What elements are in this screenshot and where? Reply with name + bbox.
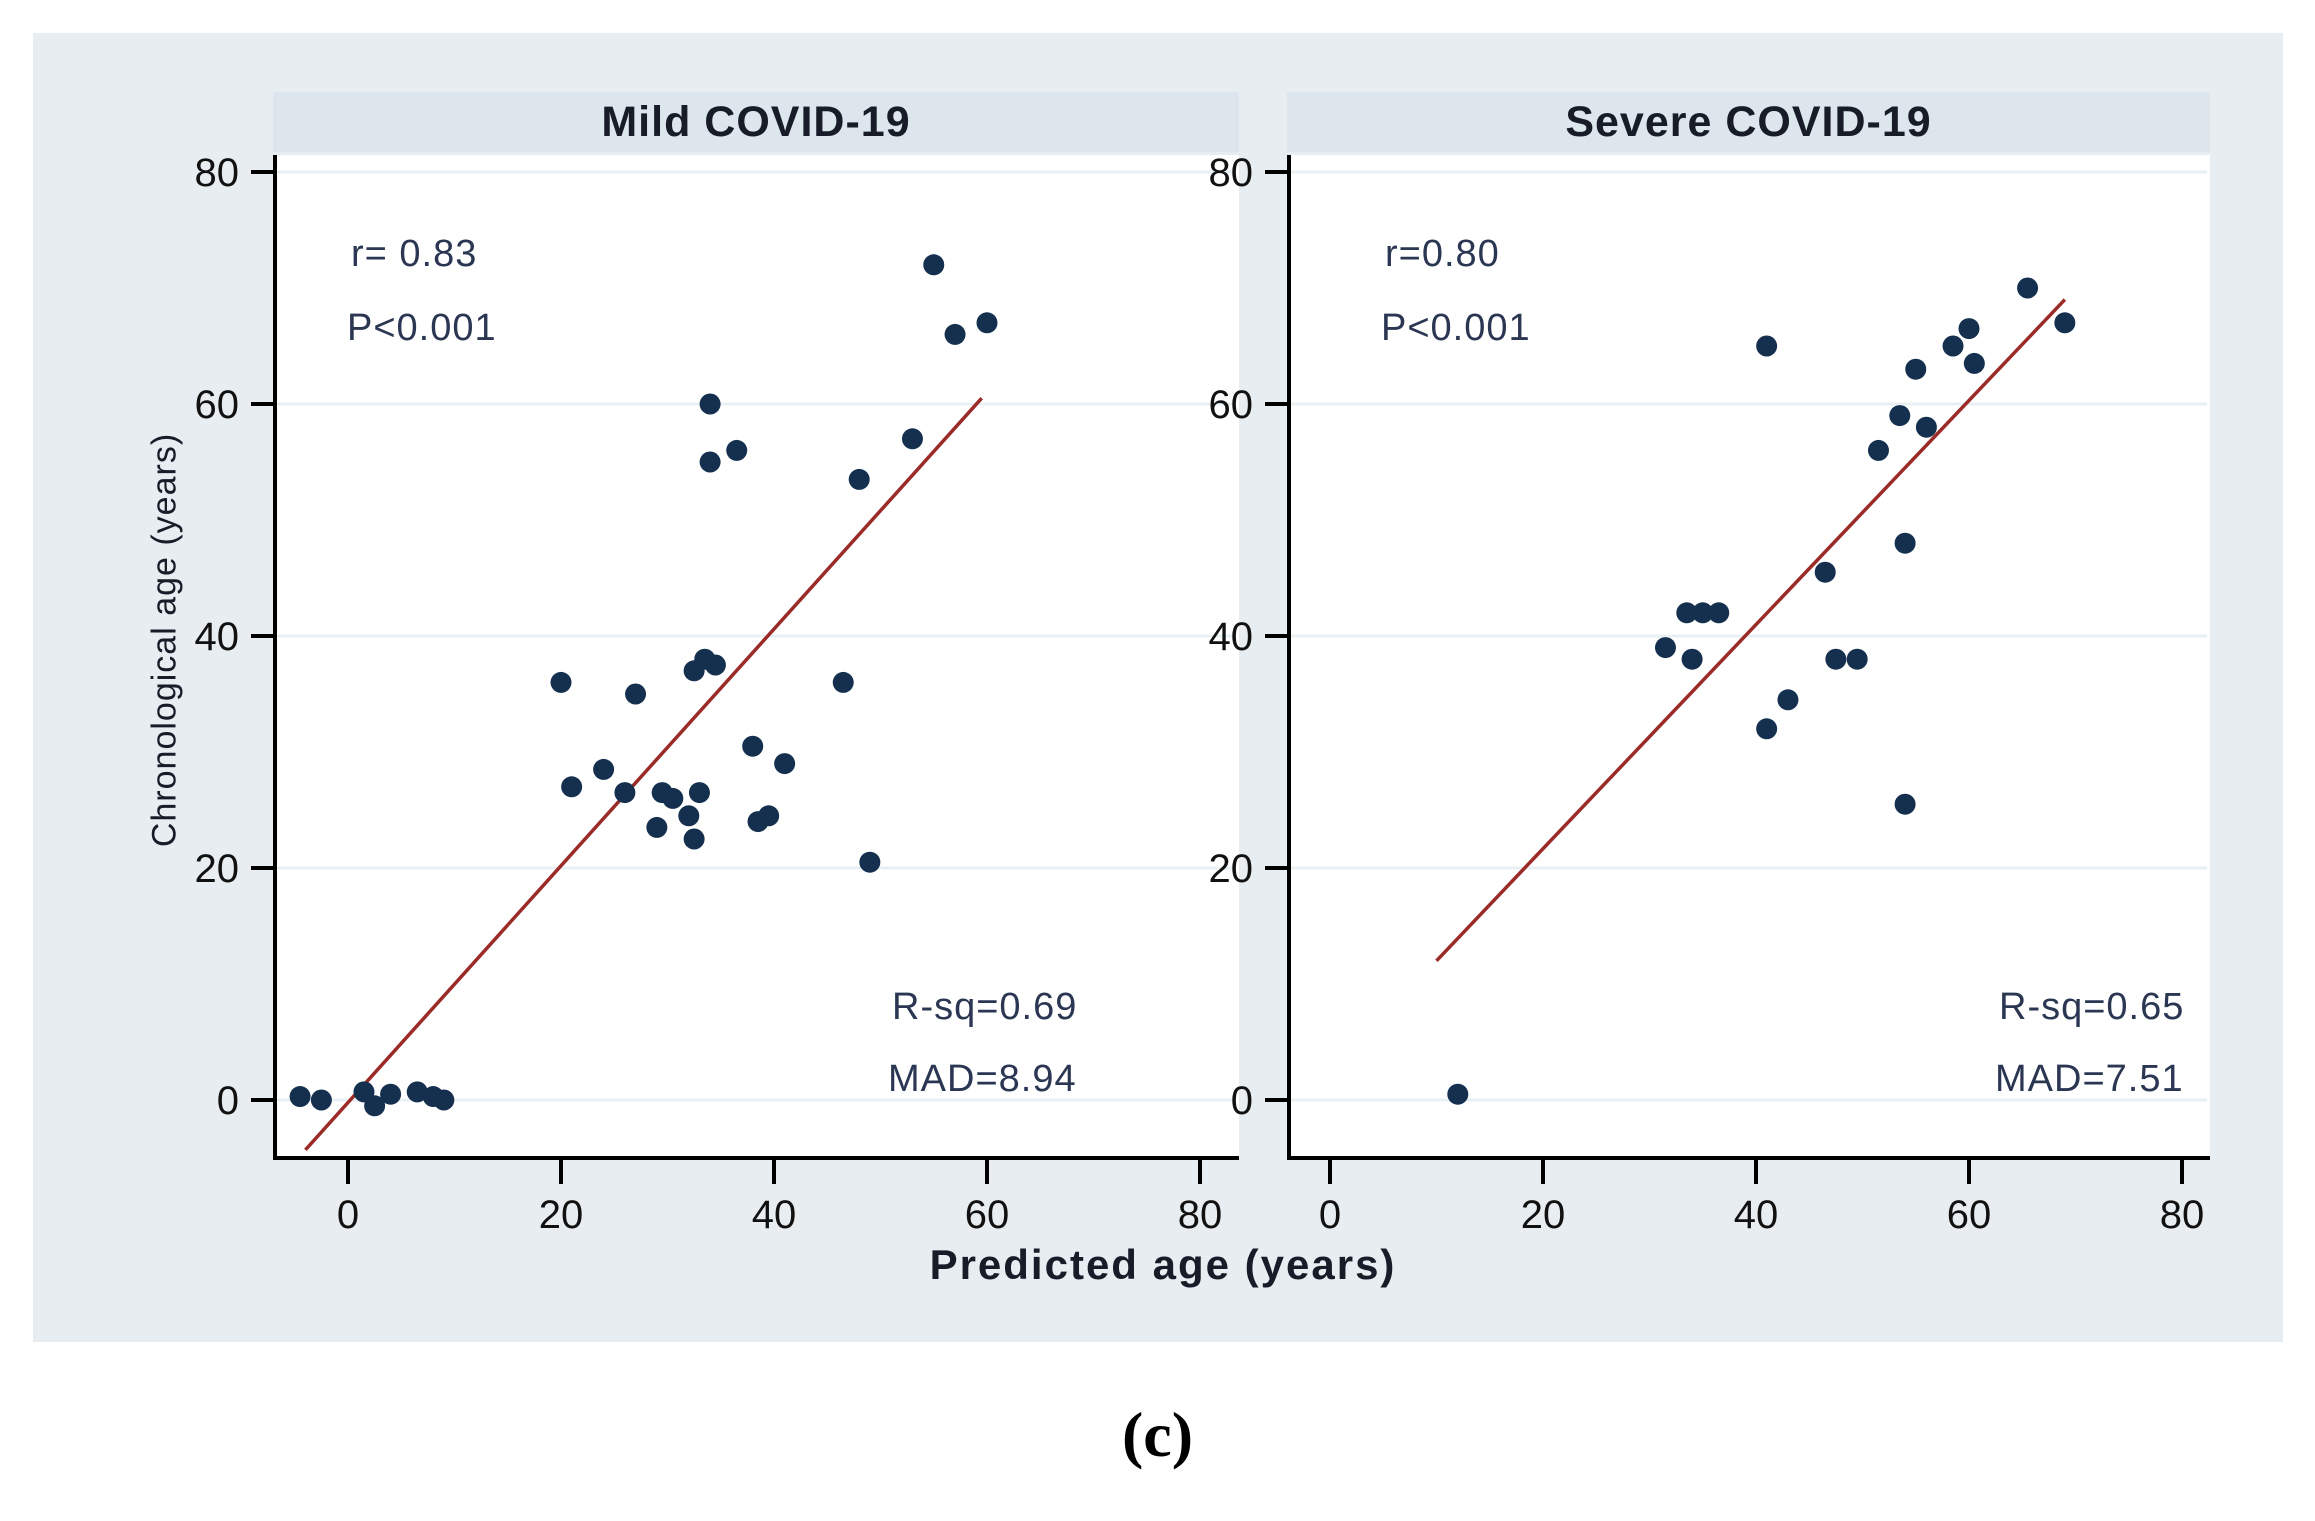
data-point <box>944 323 966 345</box>
title-band-mild: Mild COVID-19 <box>273 92 1239 152</box>
y-tick-label: 60 <box>1209 383 1254 427</box>
data-point <box>1905 358 1927 380</box>
x-tick-label: 40 <box>752 1193 797 1237</box>
data-point <box>593 758 615 780</box>
scatter-svg-mild: 0 20 40 60 80 0 20 40 60 80 <box>195 151 1239 1237</box>
x-tick-label: 60 <box>965 1193 1010 1237</box>
panel-title-severe: Severe COVID-19 <box>1565 97 1932 146</box>
data-point <box>704 654 726 676</box>
data-point <box>1915 416 1937 438</box>
x-tick-label: 0 <box>337 1193 359 1237</box>
y-axis-label: Chronological age (years) <box>145 432 184 848</box>
fit-line <box>1435 298 2067 963</box>
data-point <box>1654 637 1676 659</box>
data-point <box>758 805 780 827</box>
data-point <box>848 468 870 490</box>
data-point <box>1681 648 1703 670</box>
data-point <box>1958 318 1980 340</box>
data-point <box>561 776 583 798</box>
data-point <box>699 451 721 473</box>
data-point <box>1756 718 1778 740</box>
x-tick-label: 80 <box>1178 1193 1223 1237</box>
mad-value-severe: MAD=7.51 <box>1995 1058 2184 1100</box>
x-tick-label: 20 <box>539 1193 584 1237</box>
panel-title-mild: Mild COVID-19 <box>601 97 911 146</box>
data-point <box>625 683 647 705</box>
scatter-plot-mild: 0 20 40 60 80 0 20 40 60 80 r= 0.83 P<0.001 R-sq=… <box>195 151 1239 1237</box>
title-band-severe: Severe COVID-19 <box>1287 92 2210 152</box>
data-point <box>1894 793 1916 815</box>
data-point <box>380 1083 402 1105</box>
y-tick-label: 20 <box>195 847 240 891</box>
data-point <box>1894 532 1916 554</box>
x-axis-label: Predicted age (years) <box>929 1241 1397 1288</box>
data-point <box>1692 602 1714 624</box>
data-point <box>1777 689 1799 711</box>
data-point <box>1756 335 1778 357</box>
data-point <box>859 851 881 873</box>
data-point <box>646 816 668 838</box>
x-tick-label: 0 <box>1319 1193 1341 1237</box>
data-point <box>406 1081 428 1103</box>
data-point <box>364 1095 386 1117</box>
data-point <box>289 1086 311 1108</box>
figure-panel-c: Mild COVID-19 Severe COVID-19 0 20 40 60 80 0… <box>33 33 2283 1342</box>
data-point <box>550 671 572 693</box>
data-point <box>832 671 854 693</box>
y-tick-label: 0 <box>1231 1079 1253 1123</box>
data-point <box>688 782 710 804</box>
mad-value-mild: MAD=8.94 <box>888 1058 1077 1100</box>
y-tick-label: 60 <box>195 383 240 427</box>
scatter-svg-severe: 0 20 40 60 80 0 20 40 60 80 <box>1209 151 2210 1237</box>
data-point <box>1963 352 1985 374</box>
data-point <box>662 787 684 809</box>
y-tick-label: 0 <box>217 1079 239 1123</box>
data-point <box>683 828 705 850</box>
data-point <box>614 782 636 804</box>
data-point <box>901 428 923 450</box>
y-tick-label: 80 <box>1209 151 1254 195</box>
data-point <box>1447 1083 1469 1105</box>
figure-caption: (c) <box>1121 1399 1194 1470</box>
r-value-mild: r= 0.83 <box>351 233 478 275</box>
data-point <box>726 439 748 461</box>
rsq-value-severe: R-sq=0.65 <box>1999 986 2185 1028</box>
p-value-mild: P<0.001 <box>347 307 497 349</box>
data-point <box>923 254 945 276</box>
data-point <box>433 1089 455 1111</box>
data-point <box>1825 648 1847 670</box>
y-tick-label: 40 <box>195 615 240 659</box>
x-tick-label: 40 <box>1734 1193 1779 1237</box>
data-point <box>1676 602 1698 624</box>
data-point <box>976 312 998 334</box>
data-point <box>1814 561 1836 583</box>
data-point <box>742 735 764 757</box>
x-tick-label: 60 <box>1947 1193 1992 1237</box>
data-point <box>678 805 700 827</box>
data-point <box>1867 439 1889 461</box>
x-tick-label: 20 <box>1521 1193 1566 1237</box>
x-tick-label: 80 <box>2160 1193 2205 1237</box>
data-point <box>1942 335 1964 357</box>
y-tick-label: 20 <box>1209 847 1254 891</box>
data-point <box>774 753 796 775</box>
data-point <box>1708 602 1730 624</box>
scatter-plot-severe: 0 20 40 60 80 0 20 40 60 80 r=0.80 P<0.001 R-sq=0… <box>1209 151 2210 1237</box>
rsq-value-mild: R-sq=0.69 <box>892 986 1078 1028</box>
data-point <box>310 1089 332 1111</box>
data-point <box>1846 648 1868 670</box>
y-tick-label: 40 <box>1209 615 1254 659</box>
fit-line <box>304 397 983 1152</box>
data-point <box>1889 405 1911 427</box>
data-point <box>2054 312 2076 334</box>
data-point <box>2017 277 2039 299</box>
p-value-severe: P<0.001 <box>1381 307 1531 349</box>
r-value-severe: r=0.80 <box>1385 233 1500 275</box>
data-point <box>699 393 721 415</box>
y-tick-label: 80 <box>195 151 240 195</box>
